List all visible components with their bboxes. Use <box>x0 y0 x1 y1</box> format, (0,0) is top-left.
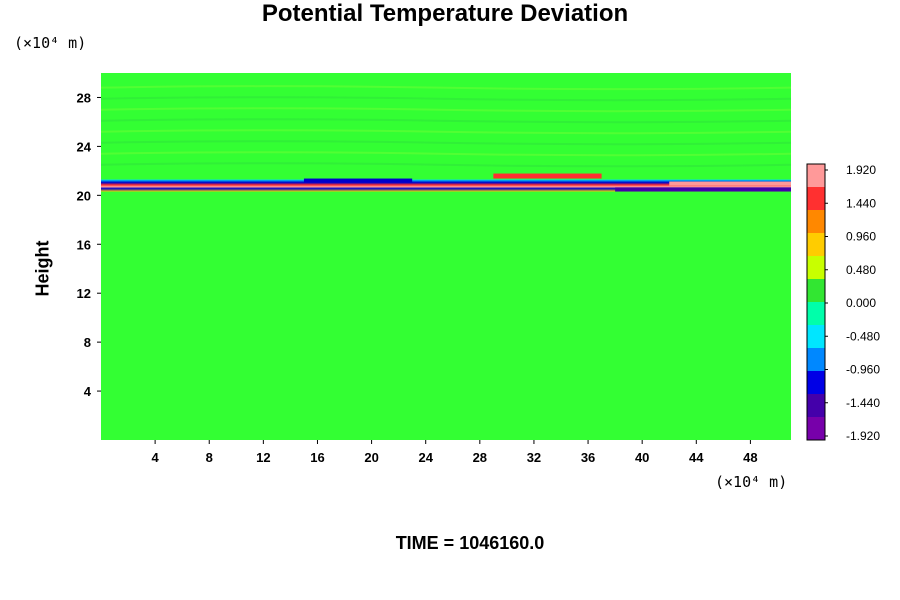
y-axis-unit: (×10⁴ m) <box>14 34 87 52</box>
y-tick-label: 20 <box>77 188 91 203</box>
band-segment <box>615 187 791 192</box>
colorbar-label: -1.440 <box>846 396 880 410</box>
x-tick-label: 4 <box>152 450 160 465</box>
ripple-line <box>100 162 792 168</box>
x-tick-label: 28 <box>473 450 487 465</box>
band-segment <box>303 178 413 183</box>
x-tick-label: 36 <box>581 450 595 465</box>
plot-background <box>101 73 791 440</box>
x-tick-label: 12 <box>256 450 270 465</box>
y-tick-label: 28 <box>77 90 91 105</box>
x-tick-label: 32 <box>527 450 541 465</box>
ripple-line <box>100 107 792 113</box>
x-axis-ticks: 4 8 12 16 20 24 28 32 36 40 44 48 <box>152 440 758 465</box>
colorbar-label: 1.440 <box>846 196 876 210</box>
colorbar-segment <box>807 394 825 417</box>
colorbar-segment <box>807 417 825 440</box>
colorbar: 1.920 1.440 0.960 0.480 0.000 -0.480 -0.960 -1.… <box>806 163 880 443</box>
colorbar-segment <box>807 210 825 233</box>
colorbar-label: -0.960 <box>846 363 880 377</box>
colorbar-segment <box>807 164 825 187</box>
ripple-line <box>100 85 792 91</box>
colorbar-segment <box>807 279 825 302</box>
plot-area <box>100 73 792 440</box>
y-axis-ticks: 4 8 12 16 20 24 28 <box>77 90 101 399</box>
band-segment <box>493 173 602 179</box>
chart-title: Potential Temperature Deviation <box>261 0 629 27</box>
x-tick-label: 48 <box>743 450 757 465</box>
colorbar-segment <box>807 233 825 256</box>
ripple-line <box>100 151 792 157</box>
time-label: TIME = 1046160.0 <box>395 533 545 553</box>
x-tick-label: 8 <box>206 450 213 465</box>
y-tick-label: 4 <box>84 384 92 399</box>
band-segment <box>669 181 791 186</box>
ripple-line <box>100 140 792 146</box>
x-axis-unit: (×10⁴ m) <box>715 473 788 491</box>
ripple-line <box>100 96 792 102</box>
y-tick-label: 24 <box>77 139 92 154</box>
colorbar-label: 0.480 <box>846 263 876 277</box>
colorbar-label: -1.920 <box>846 429 880 443</box>
colorbar-segment <box>807 302 825 325</box>
colorbar-segment <box>807 256 825 279</box>
x-tick-label: 24 <box>418 450 433 465</box>
y-tick-label: 8 <box>84 335 91 350</box>
ripple-line <box>100 118 792 124</box>
x-tick-label: 44 <box>689 450 704 465</box>
colorbar-frame <box>806 163 826 441</box>
colorbar-segment <box>807 187 825 210</box>
colorbar-segment <box>807 371 825 394</box>
colorbar-label: -0.480 <box>846 329 880 343</box>
x-tick-label: 40 <box>635 450 649 465</box>
colorbar-segment <box>807 348 825 371</box>
x-tick-label: 16 <box>310 450 324 465</box>
x-tick-label: 20 <box>364 450 378 465</box>
colorbar-label: 0.960 <box>846 230 876 244</box>
ripple-line <box>100 129 792 135</box>
colorbar-segment <box>807 325 825 348</box>
y-tick-label: 16 <box>77 237 91 252</box>
y-tick-label: 12 <box>77 286 91 301</box>
colorbar-label: 0.000 <box>846 296 876 310</box>
colorbar-label: 1.920 <box>846 163 876 177</box>
